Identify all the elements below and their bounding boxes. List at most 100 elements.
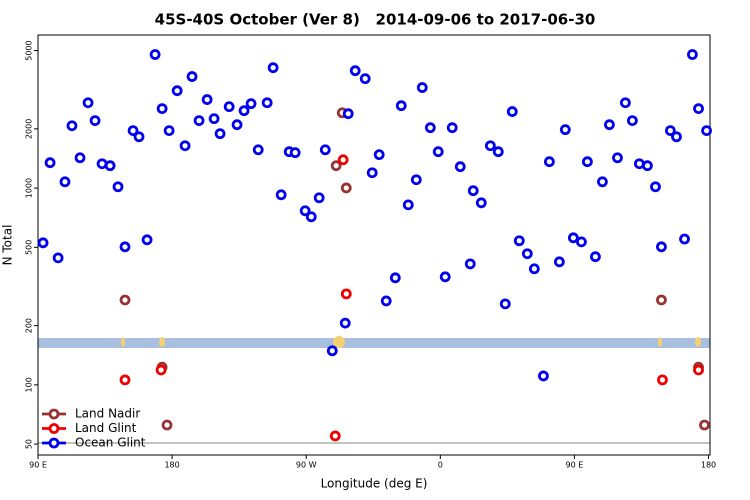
point: [267, 62, 279, 74]
point: [454, 161, 466, 173]
point: [604, 119, 615, 131]
y-axis-label: N Total: [1, 225, 15, 266]
point: [612, 152, 623, 164]
point: [467, 185, 479, 197]
point: [693, 103, 704, 115]
point: [416, 82, 428, 93]
point: [528, 263, 540, 275]
point: [133, 131, 145, 143]
point: [119, 294, 131, 306]
x-tick-label: 90 E: [29, 461, 47, 470]
point: [252, 144, 264, 156]
point: [642, 160, 653, 172]
point: [506, 106, 518, 117]
point: [155, 364, 167, 376]
point: [74, 152, 86, 164]
point: [657, 374, 668, 386]
point: [305, 211, 317, 223]
point: [693, 364, 704, 376]
point: [671, 131, 682, 143]
point: [66, 120, 78, 132]
y-tick-label: 200: [25, 318, 34, 333]
point: [44, 157, 56, 169]
point: [597, 176, 608, 188]
legend-label: Land Glint: [75, 421, 137, 435]
y-tick-label: 500: [25, 240, 34, 255]
point: [395, 100, 407, 112]
point: [656, 294, 667, 306]
point: [127, 125, 139, 136]
point: [337, 154, 349, 166]
point: [538, 370, 549, 382]
y-tick-label: 50: [25, 439, 34, 449]
point: [156, 103, 168, 115]
point: [439, 271, 451, 283]
point: [446, 122, 458, 134]
mask-blob: [695, 337, 701, 347]
point: [699, 419, 710, 431]
point: [193, 115, 205, 127]
point: [340, 182, 352, 194]
legend-marker: [48, 408, 60, 420]
point: [553, 256, 565, 268]
point: [340, 288, 352, 300]
point: [366, 167, 378, 179]
point: [330, 160, 342, 172]
point: [289, 147, 301, 159]
point: [513, 235, 525, 247]
point: [559, 124, 571, 136]
point: [214, 128, 226, 140]
point: [119, 241, 131, 253]
point: [380, 295, 392, 307]
mask-blob: [658, 337, 662, 347]
point: [238, 105, 250, 117]
point: [89, 115, 101, 127]
mask-blob: [333, 336, 345, 348]
x-tick-label: 180: [164, 461, 179, 470]
point: [656, 241, 667, 253]
point: [664, 125, 676, 136]
point: [342, 108, 354, 120]
point: [590, 251, 601, 263]
mask-band: [38, 338, 710, 348]
point: [567, 232, 579, 244]
point: [619, 97, 631, 109]
point: [299, 205, 311, 217]
point: [245, 98, 257, 110]
y-tick-label: 2000: [25, 119, 34, 139]
x-tick-label: 0: [438, 461, 443, 470]
point: [687, 49, 698, 60]
point: [484, 140, 496, 152]
legend-label: Land Nadir: [75, 407, 140, 421]
point: [326, 345, 338, 357]
point: [581, 156, 593, 168]
point: [223, 101, 235, 113]
point: [201, 94, 213, 105]
chart-title: 45S-40S October (Ver 8) 2014-09-06 to 20…: [155, 11, 596, 29]
point: [464, 258, 476, 270]
point: [359, 73, 371, 85]
point: [701, 125, 712, 136]
point: [261, 97, 273, 109]
point: [179, 140, 191, 152]
point: [679, 233, 690, 245]
point: [543, 156, 555, 168]
point: [313, 192, 325, 204]
point: [52, 252, 64, 264]
point: [319, 144, 331, 156]
point: [275, 189, 287, 201]
mask-blob: [121, 337, 125, 347]
point: [349, 65, 361, 77]
point: [410, 174, 422, 186]
point: [389, 272, 401, 284]
point: [329, 430, 341, 442]
point: [231, 119, 243, 131]
mask-blob: [159, 337, 165, 347]
point: [119, 374, 131, 386]
point: [59, 176, 71, 188]
point: [475, 197, 487, 209]
point: [626, 115, 638, 127]
point: [402, 199, 414, 211]
point: [149, 49, 161, 60]
